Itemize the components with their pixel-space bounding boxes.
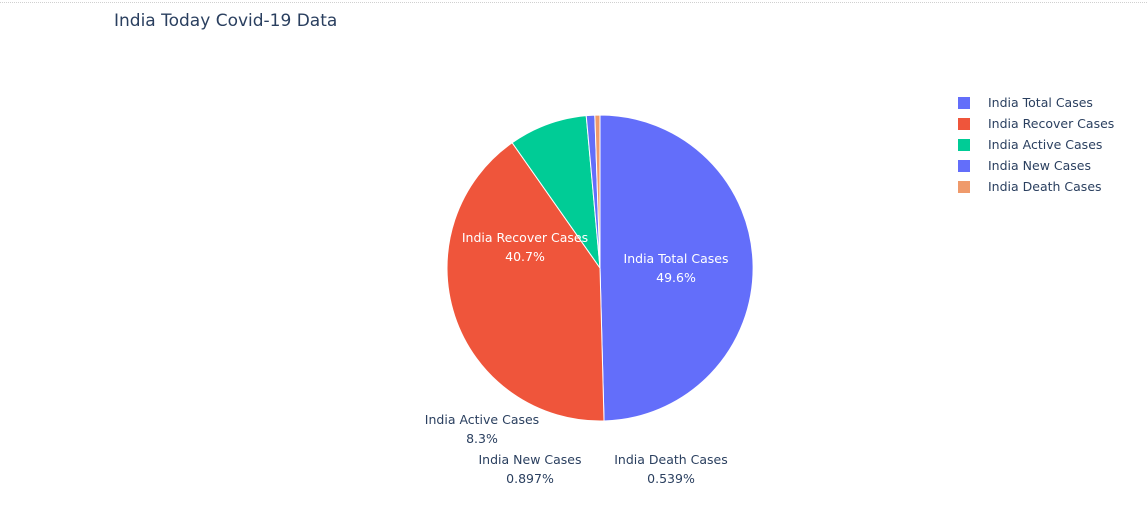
pie-slice-india-recover-cases[interactable] <box>446 142 605 422</box>
plot-border-line <box>0 2 1147 3</box>
slice-label-india-total-cases: India Total Cases <box>624 251 729 266</box>
slice-percent-india-new-cases: 0.897% <box>506 471 554 486</box>
legend-label: India Total Cases <box>988 95 1093 110</box>
legend-swatch <box>958 96 970 109</box>
slice-percent-india-death-cases: 0.539% <box>647 471 695 486</box>
legend-label: India New Cases <box>988 158 1091 173</box>
slice-label-india-recover-cases: India Recover Cases <box>462 230 588 245</box>
slice-percent-india-recover-cases: 40.7% <box>505 249 545 264</box>
legend-item-india-active-cases[interactable]: India Active Cases <box>958 134 1138 155</box>
legend-item-india-new-cases[interactable]: India New Cases <box>958 155 1138 176</box>
chart-title: India Today Covid-19 Data <box>114 11 338 31</box>
legend: India Total Cases India Recover Cases Indi… <box>958 92 1138 197</box>
pie-slice-india-death-cases[interactable] <box>594 114 601 269</box>
slice-label-india-new-cases: India New Cases <box>479 452 582 467</box>
legend-item-india-recover-cases[interactable]: India Recover Cases <box>958 113 1138 134</box>
slice-label-india-death-cases: India Death Cases <box>614 452 728 467</box>
slice-percent-india-active-cases: 8.3% <box>466 431 498 446</box>
pie-slices <box>446 114 754 422</box>
legend-swatch <box>958 159 970 172</box>
legend-label: India Recover Cases <box>988 116 1115 131</box>
slice-percent-india-total-cases: 49.6% <box>656 270 696 285</box>
legend-swatch <box>958 180 970 193</box>
slice-label-india-active-cases: India Active Cases <box>425 412 539 427</box>
pie-labels: India Total Cases 49.6% India Recover Case… <box>425 230 729 486</box>
legend-label: India Death Cases <box>988 179 1102 194</box>
legend-swatch <box>958 117 970 130</box>
legend-item-india-total-cases[interactable]: India Total Cases <box>958 92 1138 113</box>
legend-swatch <box>958 138 970 151</box>
legend-label: India Active Cases <box>988 137 1103 152</box>
pie-slice-india-total-cases[interactable] <box>599 114 754 422</box>
legend-item-india-death-cases[interactable]: India Death Cases <box>958 176 1138 197</box>
